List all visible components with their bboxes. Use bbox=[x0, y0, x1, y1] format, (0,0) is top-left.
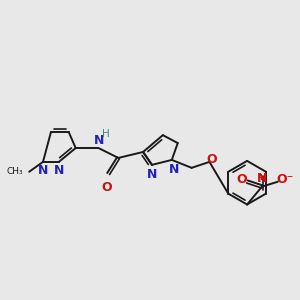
Text: CH₃: CH₃ bbox=[7, 167, 23, 176]
Text: H: H bbox=[101, 129, 109, 139]
Text: N: N bbox=[38, 164, 48, 177]
Text: O⁻: O⁻ bbox=[276, 173, 293, 186]
Text: O: O bbox=[237, 173, 248, 186]
Text: N: N bbox=[147, 168, 157, 181]
Text: O: O bbox=[101, 181, 112, 194]
Text: N: N bbox=[169, 163, 179, 176]
Text: O: O bbox=[206, 153, 217, 167]
Text: N: N bbox=[257, 172, 267, 185]
Text: N: N bbox=[54, 164, 64, 177]
Text: +: + bbox=[257, 173, 265, 182]
Text: N: N bbox=[94, 134, 105, 147]
